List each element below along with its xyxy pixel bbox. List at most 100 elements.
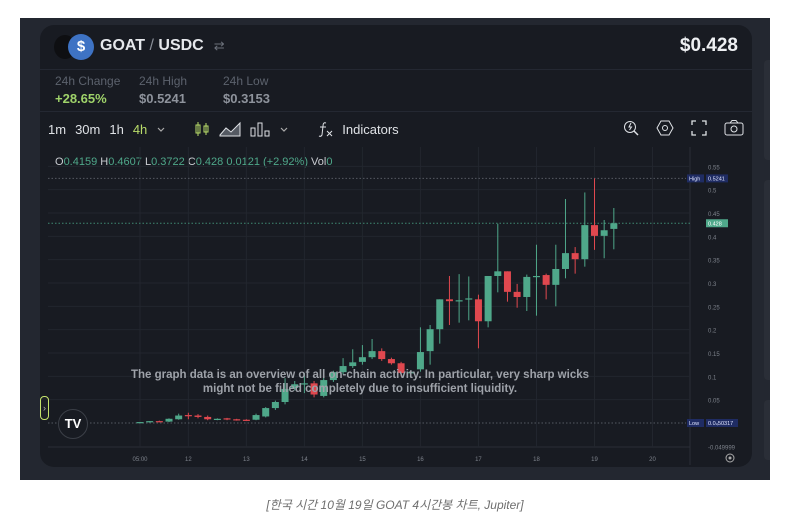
candle-down (590, 225, 598, 236)
candle-down (194, 415, 202, 417)
x-tick-label: 20 (649, 457, 656, 463)
y-tick-label: 0.5 (708, 189, 717, 195)
token-logos: $ (54, 34, 94, 60)
candle-up (494, 271, 502, 276)
candle-up (175, 415, 183, 420)
y-tick-label: -0.049999 (708, 445, 736, 451)
camera-icon[interactable] (724, 119, 744, 137)
candle-up (320, 380, 328, 396)
candle-down (503, 271, 511, 292)
candle-down (542, 275, 550, 285)
area-chart-icon[interactable] (219, 121, 241, 137)
low-value: 0.3722 (151, 156, 185, 168)
stat-label: 24h High (139, 74, 188, 88)
pair-row: GOAT / USDC ⇄ (100, 37, 225, 55)
candle-down (204, 416, 212, 420)
low-label-bg (687, 419, 704, 427)
candle-up (300, 383, 308, 385)
volume-label: Vol (311, 156, 327, 168)
candle-up (581, 225, 589, 260)
indicators-button[interactable]: Indicators (342, 121, 399, 137)
stat-24h-low: 24h Low $0.3153 (223, 74, 270, 106)
magnifier-lightning-icon[interactable] (622, 119, 640, 137)
candle-down (513, 291, 521, 297)
y-tick-label: 0.3 (708, 282, 717, 288)
high-label-bg (687, 174, 704, 183)
x-tick-label: 17 (475, 457, 482, 463)
high-value-bg (706, 174, 728, 183)
candle-up (561, 253, 569, 269)
low-label: Low (689, 421, 699, 427)
stats-row: 24h Change +28.65% 24h High $0.5241 24h Lo… (40, 69, 752, 112)
y-tick-label: 0.35 (708, 259, 720, 265)
y-tick-label: 0.1 (708, 375, 717, 381)
candle-up (252, 415, 260, 420)
stat-24h-change: 24h Change +28.65% (55, 74, 120, 106)
chevron-down-icon[interactable] (156, 124, 166, 134)
x-tick-label: 18 (533, 457, 540, 463)
candle-up (339, 366, 347, 373)
base-token: GOAT (100, 37, 146, 54)
x-tick-label: 19 (591, 457, 598, 463)
candle-down (233, 419, 241, 421)
low-value: 0.0₄50317 (708, 421, 733, 427)
high-label: High (689, 176, 700, 182)
chart-toolbar: 1m 30m 1h 4h Indicators (48, 121, 399, 137)
candle-up (271, 401, 279, 409)
candle-up (281, 388, 289, 402)
last-price-tag (706, 219, 728, 228)
candle-down (387, 359, 395, 364)
candlestick-icon[interactable] (194, 121, 210, 137)
candle-up (436, 299, 444, 330)
candle-down (397, 363, 405, 374)
swap-arrows-icon[interactable]: ⇄ (213, 38, 225, 53)
y-tick-label: 0.4 (708, 235, 717, 241)
stat-label: 24h Low (223, 74, 269, 88)
chevron-down-icon[interactable] (279, 124, 289, 134)
pair-separator: / (149, 37, 154, 54)
interval-4h[interactable]: 4h (132, 121, 148, 137)
interval-1h[interactable]: 1h (109, 121, 124, 137)
y-tick-label: 0.25 (708, 305, 720, 311)
close-value: 0.428 (195, 156, 224, 168)
close-label: C (187, 156, 196, 168)
candle-up (484, 275, 492, 322)
bar-chart-icon[interactable] (250, 121, 270, 137)
liquidity-note: The graph data is an overview of all on-… (130, 369, 590, 395)
candle-up (262, 408, 270, 417)
pair-title[interactable]: GOAT / USDC (100, 37, 204, 55)
fullscreen-icon[interactable] (690, 119, 708, 137)
x-tick-label: 13 (243, 457, 250, 463)
x-tick-label: 16 (417, 457, 424, 463)
chart-tools (622, 119, 744, 137)
candle-up (136, 422, 144, 424)
candle-up (358, 357, 366, 362)
x-tick-label: 12 (185, 457, 192, 463)
candle-down (184, 415, 192, 417)
candle-up (213, 418, 221, 420)
candle-up (610, 223, 618, 229)
candle-down (155, 421, 163, 423)
settings-icon (725, 453, 735, 463)
sidebar-toggle-handle[interactable]: › (40, 396, 49, 420)
high-value: 0.5241 (708, 176, 725, 182)
candlestick-chart[interactable]: 0.55 0.5 0.45 0.4 0.35 0.3 0.25 0.2 0.15 0.1 0.05 -… (40, 25, 752, 467)
candle-up (552, 268, 560, 285)
stat-value: +28.65% (55, 91, 107, 106)
fx-icon[interactable] (317, 121, 333, 137)
candle-up (523, 276, 531, 297)
x-tick-label: 15 (359, 457, 366, 463)
candle-up (455, 300, 463, 302)
interval-30m[interactable]: 30m (75, 121, 101, 137)
stat-label: 24h Change (55, 74, 121, 88)
y-tick-label: 0.05 (708, 399, 720, 405)
x-tick-label: 14 (301, 457, 308, 463)
tradingview-logo[interactable]: TV (58, 409, 88, 439)
interval-1m[interactable]: 1m (48, 121, 67, 137)
candle-up (426, 329, 434, 352)
settings-hexagon-icon[interactable] (656, 119, 674, 137)
low-value-bg (706, 419, 738, 427)
y-tick-label: 0.15 (708, 352, 720, 358)
candle-down (310, 383, 318, 395)
candle-up (291, 384, 299, 388)
